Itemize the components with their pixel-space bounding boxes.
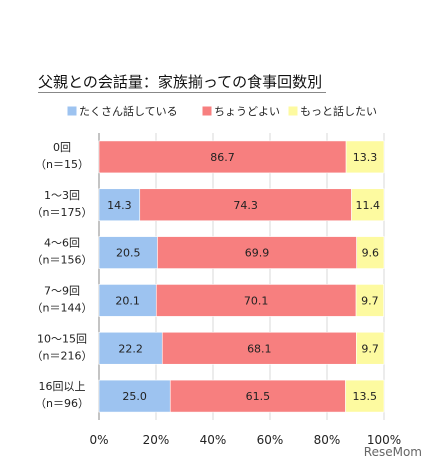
bar-segment-1-2: [351, 188, 385, 222]
data-label-3-0: 20.1: [115, 294, 140, 307]
sample-size-label-0: （n＝15）: [35, 158, 89, 171]
data-label-5-2: 13.5: [353, 390, 378, 403]
bar-segment-4-1: [161, 331, 357, 365]
bar-segment-5-2: [345, 379, 385, 413]
gridlines: [98, 133, 385, 420]
legend-label-0: たくさん話している: [79, 104, 178, 118]
x-tick-label-0: 0%: [89, 433, 108, 447]
data-label-4-0: 22.2: [118, 342, 143, 355]
data-label-0-2: 13.3: [353, 151, 378, 164]
sample-size-label-5: （n＝96）: [35, 397, 89, 410]
category-label-3: 7～9回: [44, 284, 80, 297]
watermark-logo: ReseMom: [363, 445, 422, 459]
sample-size-label-2: （n＝156）: [32, 254, 93, 267]
data-label-4-2: 9.7: [361, 342, 379, 355]
data-label-5-1: 61.5: [246, 390, 271, 403]
category-labels: 0回 （n＝15） 1～3回 （n＝175） 4～6回 （n＝156） 7～9回 （n＝144…: [32, 141, 93, 410]
bar-segment-5-1: [169, 379, 346, 413]
legend-swatch-1: [202, 106, 212, 116]
category-label-0: 0回: [53, 141, 71, 154]
bar-segment-0-1: [98, 140, 347, 174]
bar-segment-4-2: [356, 331, 385, 365]
data-label-2-0: 20.5: [116, 247, 141, 260]
legend: たくさん話している ちょうどよい もっと話したい: [67, 104, 377, 118]
category-label-2: 4～6回: [44, 237, 80, 250]
bar-segment-3-0: [98, 284, 157, 317]
category-label-4: 10～15回: [37, 332, 87, 345]
legend-label-2: もっと話したい: [300, 104, 377, 118]
bars: 86.7 13.3 14.3 74.3 11.4 20.5 69.9 9.6 20.1 70.1 9…: [98, 140, 385, 413]
legend-label-1: ちょうどよい: [214, 105, 280, 118]
category-label-1: 1～3回: [44, 189, 80, 202]
data-label-3-2: 9.7: [361, 294, 379, 307]
bar-segment-5-0: [98, 379, 171, 413]
category-label-5: 16回以上: [39, 380, 86, 393]
legend-swatch-0: [67, 106, 77, 116]
bar-segment-0-2: [345, 140, 385, 174]
sample-size-label-1: （n＝175）: [32, 206, 93, 219]
legend-swatch-2: [288, 106, 298, 116]
sample-size-label-4: （n＝216）: [32, 349, 93, 362]
bar-segment-2-2: [356, 236, 385, 269]
x-tick-label-5: 100%: [367, 433, 401, 447]
title-underline: [38, 92, 326, 93]
sample-size-label-3: （n＝144）: [32, 301, 93, 314]
x-tick-label-3: 60%: [257, 433, 284, 447]
x-tick-label-4: 80%: [314, 433, 341, 447]
bar-segment-4-0: [98, 331, 163, 365]
data-label-4-1: 68.1: [247, 342, 272, 355]
data-label-2-2: 9.6: [362, 247, 380, 260]
data-label-0-1: 86.7: [210, 151, 235, 164]
data-label-1-1: 74.3: [233, 199, 258, 212]
data-label-1-2: 11.4: [356, 199, 381, 212]
bar-segment-3-2: [355, 284, 385, 317]
x-axis-ticks: 0% 20% 40% 60% 80% 100%: [89, 433, 401, 447]
data-label-3-1: 70.1: [244, 294, 269, 307]
bar-segment-2-1: [157, 236, 357, 269]
data-label-1-0: 14.3: [107, 199, 132, 212]
data-label-2-1: 69.9: [245, 247, 270, 260]
x-tick-label-1: 20%: [143, 433, 170, 447]
bar-segment-2-0: [98, 236, 158, 269]
data-label-5-0: 25.0: [122, 390, 147, 403]
chart-title: 父親との会話量：家族揃っての食事回数別: [38, 73, 323, 91]
x-tick-label-2: 40%: [200, 433, 227, 447]
